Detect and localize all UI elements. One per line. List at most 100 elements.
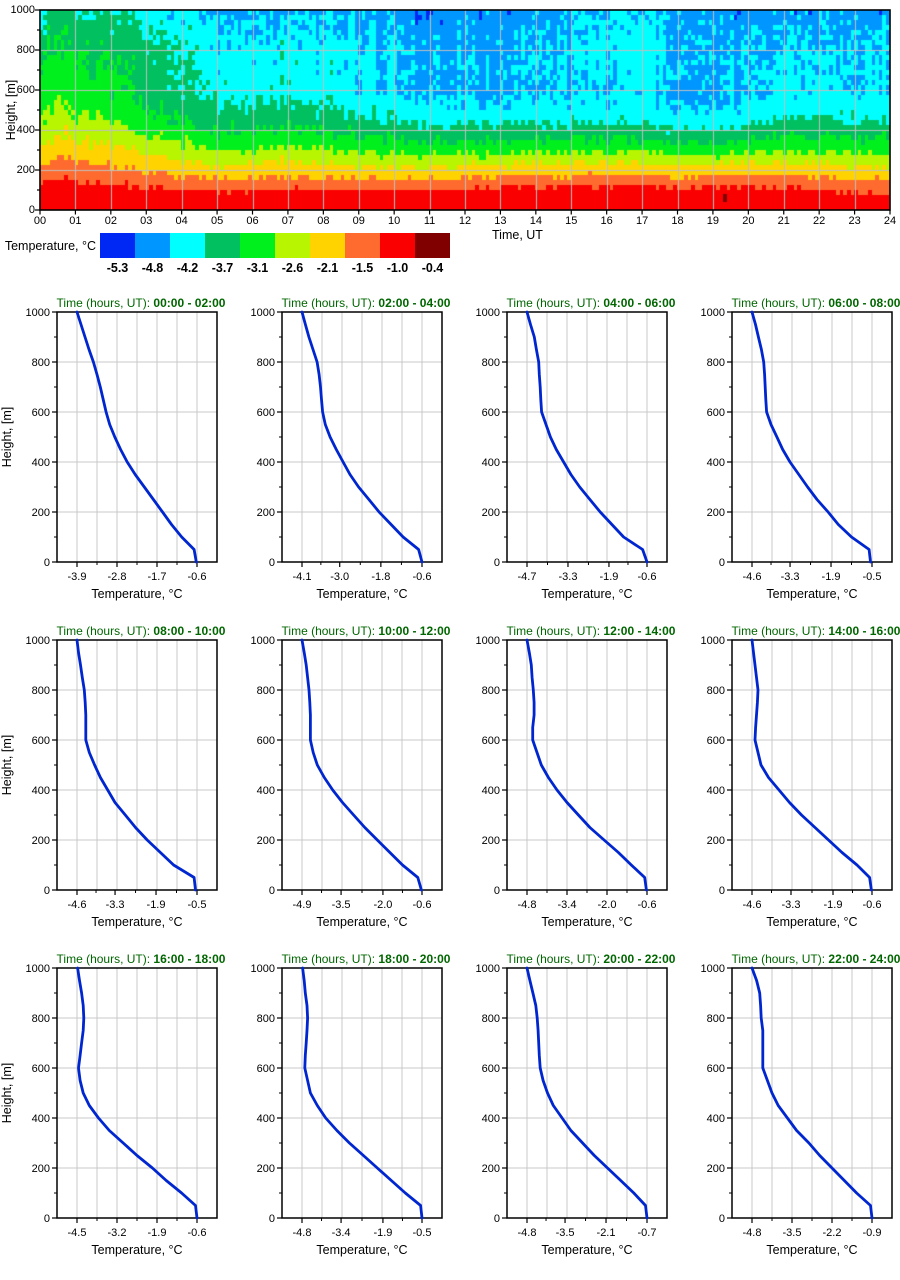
y-tick-label: 0 [269,557,275,569]
y-tick-label: 0 [719,557,725,569]
x-tick-label: -3.5 [783,1227,802,1239]
y-tick-label: 0 [494,557,500,569]
temperature-heatmap [40,10,890,210]
y-tick-label: 200 [707,835,725,847]
y-tick-label: 1000 [701,963,725,975]
x-tick-label: -0.5 [413,1227,432,1239]
y-tick-label: 200 [482,507,500,519]
y-tick-label: 600 [482,407,500,419]
profile-chart-0600-0800: -4.6 -3.3 -1.9 -0.5 0 200 400 600 800 1000 Time (h… [701,296,900,601]
y-tick-label: 0 [494,885,500,897]
x-tick-label: -4.8 [293,1227,312,1239]
x-tick-label: -4.8 [518,899,537,911]
heatmap-y-tick-label: 0 [28,204,35,216]
x-tick-label: -0.6 [863,899,882,911]
heatmap-y-tick-label: 400 [16,124,35,136]
x-axis-label: Temperature, °C [91,915,182,929]
profile-title: Time (hours, UT): 18:00 - 20:00 [282,952,450,966]
heatmap-x-tick-label: 21 [777,215,790,227]
y-tick-label: 200 [707,507,725,519]
x-tick-label: -3.5 [332,899,351,911]
y-tick-label: 1000 [251,307,275,319]
y-axis-label: Height, [m] [0,407,14,467]
y-tick-label: 800 [257,357,275,369]
y-tick-label: 0 [44,557,50,569]
x-tick-label: -3.5 [556,1227,575,1239]
y-tick-label: 200 [482,835,500,847]
x-tick-label: -0.5 [188,899,207,911]
x-tick-label: -3.2 [108,1227,127,1239]
y-tick-label: 1000 [251,635,275,647]
y-tick-label: 800 [257,1013,275,1025]
x-tick-label: -3.3 [106,899,125,911]
y-tick-label: 800 [482,685,500,697]
y-tick-label: 0 [719,1213,725,1225]
y-tick-label: 600 [482,1063,500,1075]
x-tick-label: -2.0 [373,899,392,911]
temperature-profile-line [300,310,424,564]
heatmap-y-tick-label: 600 [16,84,35,96]
heatmap-y-axis-label: Height, [m] [4,79,18,141]
heatmap-x-tick-label: 12 [458,215,472,227]
x-tick-label: -1.8 [371,571,390,583]
y-tick-label: 800 [707,685,725,697]
x-axis-label: Temperature, °C [541,1243,632,1257]
colorbar-swatch [170,233,205,258]
colorbar-tick-label: -1.5 [351,261,374,275]
y-tick-label: 0 [269,1213,275,1225]
x-tick-label: -0.5 [863,571,882,583]
heatmap-x-tick-label: 04 [175,215,188,227]
y-tick-label: 600 [257,1063,275,1075]
colorbar-tick-label: -2.1 [316,261,339,275]
x-axis-label: Temperature, °C [766,915,857,929]
heatmap-x-axis-label: Time, UT [492,228,543,242]
y-tick-label: 200 [257,507,275,519]
y-tick-label: 800 [257,685,275,697]
y-tick-label: 0 [719,885,725,897]
profile-title: Time (hours, UT): 20:00 - 22:00 [507,952,675,966]
heatmap-x-tick-label: 22 [813,215,826,227]
x-axis-label: Temperature, °C [541,915,632,929]
temperature-profile-line [76,966,199,1220]
heatmap-x-tick-label: 18 [671,215,684,227]
temperature-profile-line [750,638,873,892]
x-tick-label: -1.7 [148,571,167,583]
x-tick-label: -4.8 [743,1227,762,1239]
profile-chart-1800-2000: -4.8 -3.4 -1.9 -0.5 0 200 400 600 800 1000 Time (h… [251,952,450,1257]
y-tick-label: 600 [32,735,50,747]
x-tick-label: -1.9 [147,899,166,911]
x-tick-label: -4.6 [743,571,762,583]
x-axis-label: Temperature, °C [91,587,182,601]
x-tick-label: -1.9 [822,571,841,583]
heatmap-x-tick-label: 13 [494,215,507,227]
y-tick-label: 400 [32,785,50,797]
colorbar-tick-labels: -5.3 -4.8 -4.2 -3.7 -3.1 -2.6 -2.1 -1.5 -1.0 -0.4 [100,261,450,275]
heatmap-x-tick-label: 17 [635,215,649,227]
y-axis-label: Height, [m] [0,735,14,795]
y-tick-label: 0 [44,1213,50,1225]
heatmap-y-tick-label: 800 [16,44,35,56]
y-tick-label: 200 [32,507,50,519]
colorbar-swatch [415,233,450,258]
colorbar-tick-label: -2.6 [281,261,304,275]
y-tick-label: 1000 [701,635,725,647]
y-tick-label: 800 [32,685,50,697]
heatmap-x-tick-label: 11 [423,215,436,227]
x-tick-label: -4.6 [743,899,762,911]
x-tick-label: -0.9 [863,1227,882,1239]
y-tick-label: 0 [44,885,50,897]
y-tick-label: 400 [32,457,50,469]
temperature-profile-line [750,966,874,1220]
x-tick-label: -4.7 [518,571,537,583]
y-tick-label: 800 [482,1013,500,1025]
profile-title: Time (hours, UT): 06:00 - 08:00 [732,296,900,310]
y-tick-label: 400 [257,785,275,797]
y-tick-label: 400 [257,1113,275,1125]
y-tick-label: 1000 [701,307,725,319]
x-tick-label: -0.6 [413,571,432,583]
y-tick-label: 1000 [26,635,50,647]
y-tick-label: 200 [257,1163,275,1175]
x-tick-label: -2.0 [598,899,617,911]
profile-chart-2000-2200: -4.8 -3.5 -2.1 -0.7 0 200 400 600 800 1000 Time (h… [476,952,675,1257]
x-tick-label: -2.8 [108,571,127,583]
